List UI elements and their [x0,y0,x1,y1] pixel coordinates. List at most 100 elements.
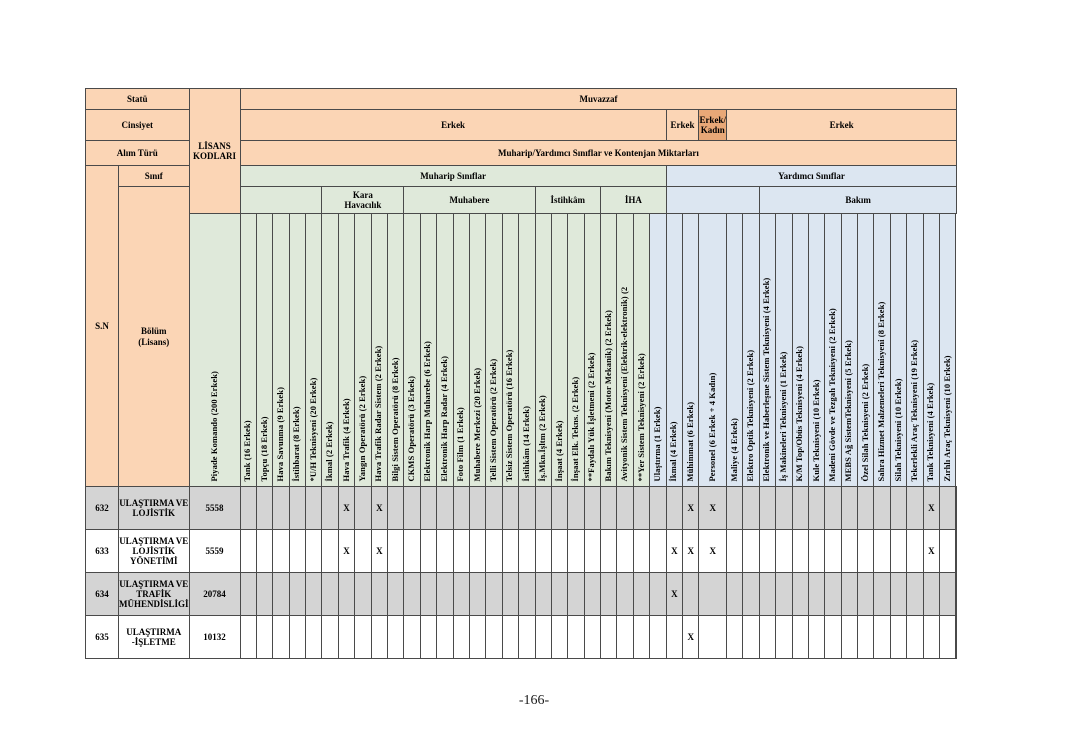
quota-mark-cell[interactable] [791,572,809,616]
quota-mark-cell[interactable] [758,572,777,616]
quota-mark-cell[interactable] [305,486,323,530]
quota-mark-cell[interactable] [501,529,520,573]
quota-mark-cell[interactable] [955,615,958,659]
quota-mark-cell[interactable] [272,615,290,659]
quota-mark-cell[interactable] [354,615,372,659]
quota-mark-cell[interactable] [665,615,684,659]
quota-mark-cell[interactable] [436,572,454,616]
quota-mark-cell-marked[interactable]: X [682,529,700,573]
quota-mark-cell[interactable] [452,615,470,659]
quota-mark-cell[interactable] [616,529,634,573]
quota-mark-cell[interactable] [403,615,421,659]
quota-mark-cell-marked[interactable]: X [370,529,389,573]
quota-mark-cell[interactable] [288,615,307,659]
quota-mark-cell[interactable] [758,615,777,659]
quota-mark-cell[interactable] [807,615,826,659]
quota-mark-cell[interactable] [725,486,744,530]
quota-mark-cell[interactable] [550,529,569,573]
quota-mark-cell[interactable] [600,486,618,530]
quota-mark-cell[interactable] [889,572,908,616]
quota-mark-cell[interactable] [840,529,859,573]
quota-mark-cell[interactable] [419,572,438,616]
quota-mark-cell[interactable] [583,529,602,573]
quota-mark-cell[interactable] [807,572,826,616]
quota-mark-cell[interactable] [616,486,634,530]
quota-mark-cell[interactable] [567,529,585,573]
quota-mark-cell[interactable] [288,486,307,530]
quota-mark-cell[interactable] [485,615,503,659]
quota-mark-cell[interactable] [824,572,842,616]
quota-mark-cell[interactable] [305,572,323,616]
quota-mark-cell[interactable] [824,486,842,530]
quota-mark-cell[interactable] [840,572,859,616]
quota-mark-cell[interactable] [255,572,274,616]
quota-mark-cell[interactable] [534,529,552,573]
quota-mark-cell[interactable] [616,615,634,659]
quota-mark-cell[interactable] [873,486,891,530]
quota-mark-cell[interactable] [742,615,760,659]
quota-mark-cell[interactable] [742,529,760,573]
quota-mark-cell[interactable] [534,486,552,530]
quota-mark-cell[interactable] [387,572,405,616]
quota-mark-cell[interactable] [632,615,651,659]
quota-mark-cell[interactable] [840,486,859,530]
quota-mark-cell[interactable] [600,615,618,659]
quota-mark-cell-marked[interactable]: X [665,529,684,573]
quota-mark-cell[interactable] [906,615,924,659]
quota-mark-cell[interactable] [419,615,438,659]
quota-mark-cell[interactable] [468,529,487,573]
quota-mark-cell[interactable] [775,615,793,659]
quota-mark-cell[interactable] [840,615,859,659]
quota-mark-cell[interactable] [501,572,520,616]
quota-mark-cell[interactable] [725,572,744,616]
quota-mark-cell[interactable] [583,615,602,659]
quota-mark-cell[interactable] [255,486,274,530]
quota-mark-cell[interactable] [485,529,503,573]
quota-mark-cell[interactable] [370,572,389,616]
quota-mark-cell[interactable] [436,529,454,573]
quota-mark-cell[interactable] [939,615,957,659]
quota-mark-cell[interactable] [288,572,307,616]
quota-mark-cell-marked[interactable]: X [682,486,700,530]
quota-mark-cell[interactable] [922,572,941,616]
quota-mark-cell[interactable] [534,572,552,616]
quota-mark-cell[interactable] [775,529,793,573]
quota-mark-cell[interactable] [485,572,503,616]
quota-mark-cell[interactable] [321,572,339,616]
quota-mark-cell[interactable] [807,486,826,530]
quota-mark-cell[interactable] [955,486,958,530]
quota-mark-cell[interactable] [649,529,667,573]
quota-mark-cell[interactable] [567,572,585,616]
quota-mark-cell-marked[interactable]: X [337,529,356,573]
quota-mark-cell[interactable] [305,529,323,573]
quota-mark-cell[interactable] [824,615,842,659]
quota-mark-cell[interactable] [632,529,651,573]
quota-mark-cell[interactable] [632,572,651,616]
quota-mark-cell[interactable] [616,572,634,616]
quota-mark-cell[interactable] [939,572,957,616]
quota-mark-cell[interactable] [583,572,602,616]
quota-mark-cell[interactable] [698,615,727,659]
quota-mark-cell[interactable] [468,486,487,530]
quota-mark-cell[interactable] [239,529,257,573]
quota-mark-cell[interactable] [758,486,777,530]
quota-mark-cell-marked[interactable]: X [698,529,727,573]
quota-mark-cell[interactable] [939,529,957,573]
quota-mark-cell[interactable] [387,486,405,530]
quota-mark-cell[interactable] [906,486,924,530]
quota-mark-cell-marked[interactable]: X [922,486,941,530]
quota-mark-cell[interactable] [857,486,875,530]
quota-mark-cell[interactable] [873,615,891,659]
quota-mark-cell[interactable] [857,615,875,659]
quota-mark-cell[interactable] [305,615,323,659]
quota-mark-cell[interactable] [272,572,290,616]
quota-mark-cell[interactable] [239,572,257,616]
quota-mark-cell[interactable] [387,615,405,659]
quota-mark-cell[interactable] [889,486,908,530]
quota-mark-cell[interactable] [337,572,356,616]
quota-mark-cell[interactable] [889,529,908,573]
quota-mark-cell[interactable] [419,529,438,573]
quota-mark-cell[interactable] [370,615,389,659]
quota-mark-cell[interactable] [239,615,257,659]
quota-mark-cell[interactable] [873,572,891,616]
